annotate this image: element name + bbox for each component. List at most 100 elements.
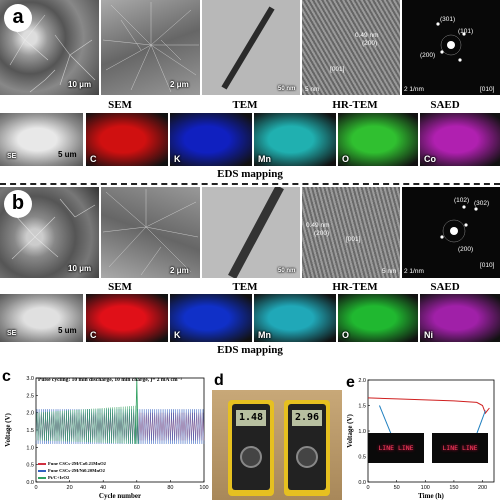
e-x-tick-label-4: 200 <box>478 485 487 491</box>
saed-spots-a <box>436 22 466 62</box>
panel-b-tem-scale: 50 nm <box>278 268 296 274</box>
meter-2: 2.96 <box>284 400 330 496</box>
panel-c-letter: c <box>2 368 11 385</box>
panel-b-eds-map-ni <box>420 294 500 342</box>
x-tick-label-1: 20 <box>67 485 73 491</box>
panel-b-eds-map-k <box>170 294 252 342</box>
failure-spike <box>135 377 139 444</box>
meter-1: 1.48 <box>228 400 274 496</box>
panel-b-eds-label-ni: Ni <box>424 330 433 340</box>
panel-b-eds-scale: 5 um <box>58 326 77 335</box>
x-tick-label-0: 0 <box>34 485 37 491</box>
panel-a-eds-label-co: Co <box>424 154 436 164</box>
panel-b-label-tem: TEM <box>232 281 258 293</box>
panel-b-hrtem-image <box>302 187 400 278</box>
x-axis-label: Cycle number <box>99 492 141 500</box>
panel-b-hrtem-spacing: 0.49 nm <box>306 222 330 229</box>
urchin-texture-b1 <box>11 198 96 260</box>
y-tick-label-0: 0.0 <box>26 480 34 486</box>
panel-a-saed-spot-3: (200) <box>420 52 436 59</box>
panel-a-hrtem-spacing: 0.49 nm <box>355 32 379 39</box>
e-y-tick-label-2: 1.0 <box>358 429 366 435</box>
x-tick-label-5: 100 <box>199 485 208 491</box>
panel-b-saed-zone: [010] <box>480 262 495 269</box>
panel-e-led-photo-1: LINE LINE <box>368 433 424 463</box>
panel-b-sem1-scale: 10 μm <box>68 264 92 273</box>
e-y-tick-label-1: 0.5 <box>358 455 366 461</box>
panel-b-saed-scale: 2 1/nm <box>404 268 424 275</box>
panel-e-led-photo-2: LINE LINE <box>432 433 488 463</box>
e-x-tick-label-1: 50 <box>394 485 400 491</box>
panel-a-hrtem-plane: (200) <box>362 40 378 47</box>
panel-a-label-sem: SEM <box>108 99 132 111</box>
y-tick-label-5: 2.5 <box>26 393 34 399</box>
nanowire-texture-a2 <box>102 2 199 93</box>
panel-a-hrtem-image <box>302 0 400 95</box>
legend-item-1: Fune CSCs-2M/Co0.21MnO2 <box>38 460 106 467</box>
panel-c-title: Pulse cycling: 10 min discharge, 10 min … <box>38 377 183 383</box>
panel-a-eds-map-o <box>338 113 418 166</box>
panel-a-eds-se-label: SE <box>7 153 17 160</box>
led-text-1: LINE LINE <box>378 444 414 452</box>
arrow-left <box>378 405 392 434</box>
panel-b-badge: b <box>4 190 32 218</box>
panel-b-eds-label-mn: Mn <box>258 330 271 340</box>
panel-c-legend: Fune CSCs-2M/Co0.21MnO2 Fune CSCs-2M/Ni0… <box>38 460 106 481</box>
panel-a-eds-map-k <box>170 113 252 166</box>
panel-a-eds-map-c <box>86 113 168 166</box>
x-tick-label-4: 80 <box>167 485 173 491</box>
panel-b-hrtem-dir: [001] <box>346 236 361 243</box>
legend-swatch-1 <box>38 463 46 465</box>
panel-b-eds-se-image <box>0 294 83 342</box>
panel-a-label-hrtem: HR-TEM <box>332 99 378 111</box>
panel-a-eds-label-o: O <box>342 154 350 164</box>
panel-a-saed-scale: 2 1/nm <box>404 86 424 93</box>
panel-a-eds-scale: 5 um <box>58 150 77 159</box>
plot-frame-e <box>367 379 495 483</box>
panel-b-label-hrtem: HR-TEM <box>332 281 378 293</box>
panel-a-badge: a <box>4 4 32 32</box>
nanowire-texture-b2 <box>102 189 199 276</box>
panel-b-eds-map-c <box>86 294 168 342</box>
panel-a-eds-caption: EDS mapping <box>217 168 283 180</box>
panel-b-eds-se-label: SE <box>7 330 17 337</box>
x-tick-label-3: 60 <box>134 485 140 491</box>
legend-label-1: Fune CSCs-2M/Co0.21MnO2 <box>48 461 106 466</box>
panel-e-discharge-chart: 0 50 100 150 200 0.0 0.5 1.0 1.5 2.0 Time (h) Volta… <box>346 378 495 500</box>
legend-item-3: Pt/C+IrO2 <box>38 474 106 481</box>
meter-2-display: 2.96 <box>292 410 322 426</box>
panel-b-eds-label-k: K <box>174 330 181 340</box>
legend-item-2: Fune CSCs-2M/Ni0.20MnO2 <box>38 467 106 474</box>
e-y-tick-label-0: 0.0 <box>358 480 366 486</box>
e-x-tick-label-2: 100 <box>421 485 430 491</box>
panel-b-hrtem-plane: (200) <box>314 230 330 237</box>
legend-label-2: Fune CSCs-2M/Ni0.20MnO2 <box>48 468 105 473</box>
voltage-line <box>367 397 490 415</box>
legend-label-3: Pt/C+IrO2 <box>48 475 70 480</box>
legend-swatch-3 <box>38 477 46 479</box>
panel-a-label-saed: SAED <box>430 99 460 111</box>
panel-a-eds-label-c: C <box>90 154 97 164</box>
panel-d-multimeter-photo: 1.48 2.96 <box>212 390 342 500</box>
panel-a-tem-image <box>202 0 300 95</box>
panel-b-saed-spot-1: (102) <box>454 197 470 204</box>
nanorod-a <box>221 6 275 90</box>
e-y-tick-label-3: 1.5 <box>358 404 366 410</box>
arrow-right <box>476 410 486 434</box>
panel-a-hrtem-dir: [001] <box>330 66 345 73</box>
saed-spots-b <box>440 205 478 243</box>
panel-a-hrtem-scale: 5 nm <box>305 86 320 93</box>
panel-b-eds-map-o <box>338 294 418 342</box>
e-y-axis-label: Voltage (V) <box>346 413 354 447</box>
panel-b-tem-image <box>202 187 300 278</box>
led-text-2: LINE LINE <box>442 444 478 452</box>
y-tick-label-6: 3.0 <box>26 376 34 382</box>
panel-e-letter: e <box>346 374 355 391</box>
panel-b-sem-high-mag-image <box>101 187 200 278</box>
x-tick-label-2: 40 <box>100 485 106 491</box>
legend-swatch-2 <box>38 470 46 472</box>
nanorod-b <box>228 187 284 278</box>
panel-b-hrtem-scale: 5 nm <box>382 268 397 275</box>
panel-b-label-sem: SEM <box>108 281 132 293</box>
panel-a-saed-zone: [010] <box>480 86 495 93</box>
